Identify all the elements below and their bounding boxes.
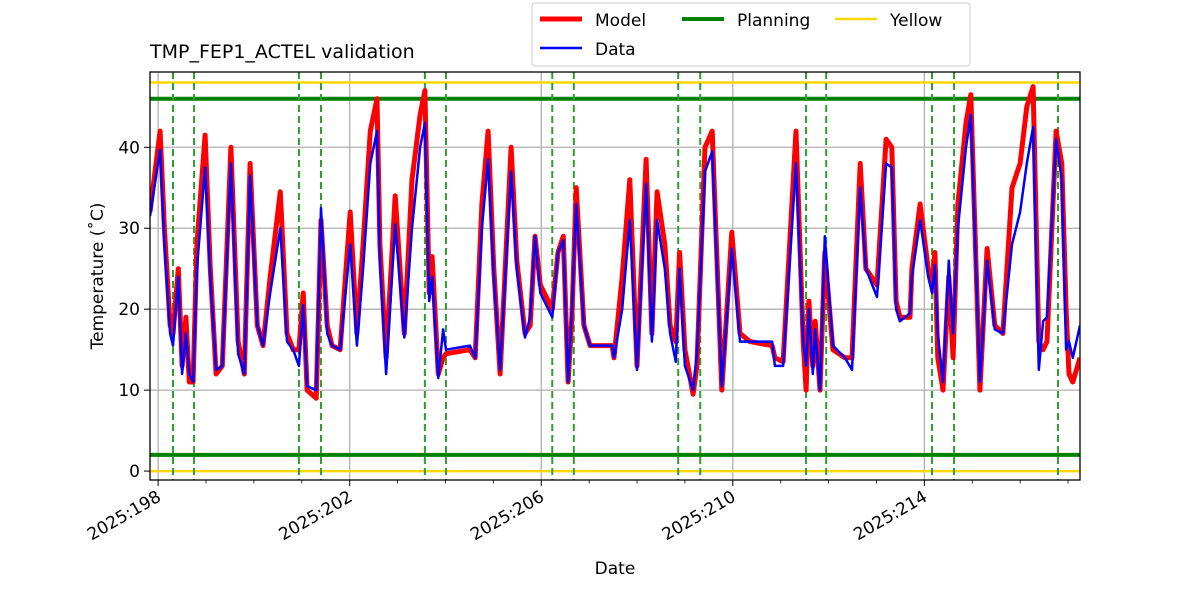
- series-data-line: [150, 113, 1080, 392]
- legend: Model Data Planning Yellow: [531, 2, 971, 67]
- x-tick-label: 2025:206: [467, 487, 548, 545]
- y-tick-label: 40: [118, 138, 140, 158]
- x-tick-label: 2025:198: [84, 487, 165, 545]
- grid: [150, 72, 1080, 480]
- event-lines: [171, 72, 1059, 480]
- y-tick-label: 0: [129, 462, 140, 482]
- legend-label-yellow: Yellow: [889, 11, 942, 31]
- y-tick-label: 30: [118, 219, 140, 239]
- chart-title: TMP_FEP1_ACTEL validation: [149, 41, 415, 63]
- x-tick-label: 2025:202: [276, 487, 357, 545]
- x-tick-label: 2025:214: [850, 487, 931, 545]
- legend-label-data: Data: [595, 40, 636, 60]
- y-tick-label: 20: [118, 300, 140, 320]
- legend-label-planning: Planning: [737, 11, 810, 31]
- y-axis-label: Temperature (˚C): [87, 203, 108, 351]
- series-group: [150, 84, 1080, 401]
- limit-lines: [150, 81, 1080, 473]
- y-tick-label: 10: [118, 381, 140, 401]
- x-axis-label: Date: [595, 559, 636, 579]
- plot-frame: [149, 71, 1081, 481]
- legend-label-model: Model: [595, 11, 646, 31]
- x-tick-label: 2025:210: [659, 487, 740, 545]
